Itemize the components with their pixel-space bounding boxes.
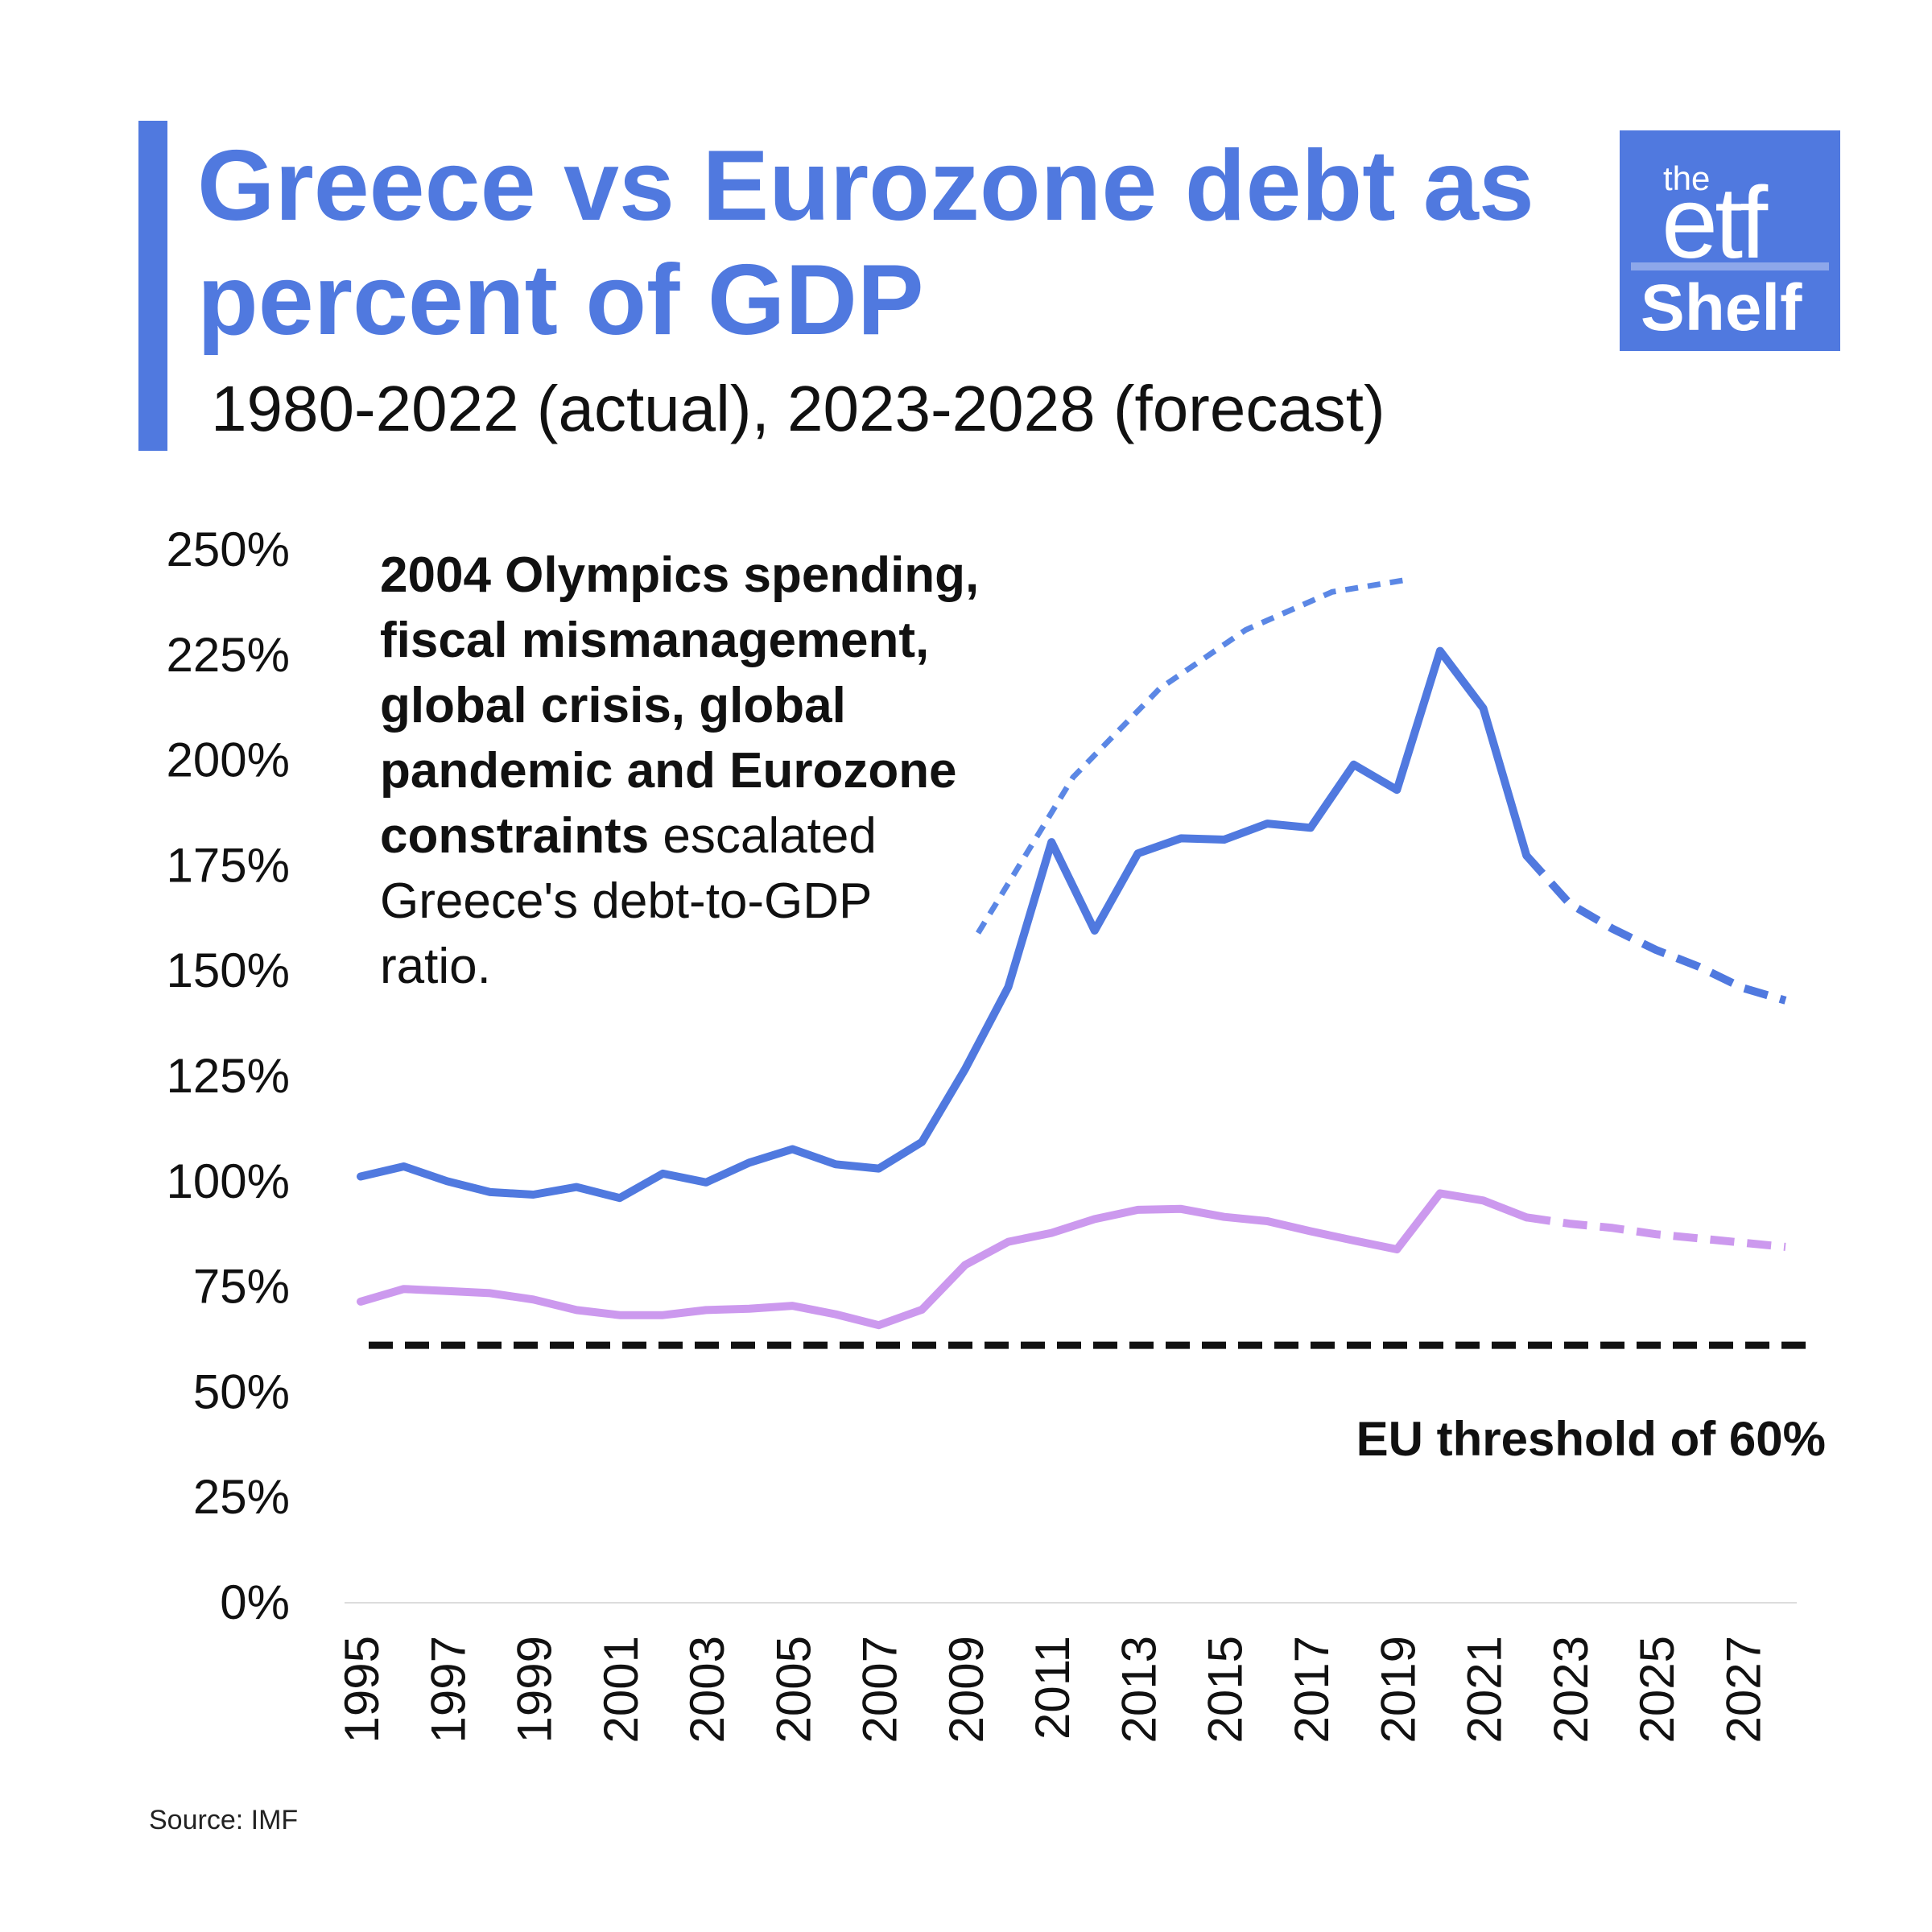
x-tick-label: 2001 [594, 1636, 648, 1743]
trend-curve [976, 576, 1410, 935]
x-tick-label: 1997 [421, 1636, 475, 1743]
logo-text-the: the [1663, 159, 1711, 197]
y-tick-label: 100% [167, 1154, 290, 1208]
x-tick-label: 2009 [939, 1636, 993, 1743]
x-tick-label: 2023 [1544, 1636, 1598, 1743]
x-tick-label: 2025 [1630, 1636, 1684, 1743]
y-tick-label: 0% [220, 1575, 290, 1629]
annotation-segment: ratio. [380, 939, 491, 994]
logo-text-shelf: Shelf [1641, 271, 1802, 345]
x-axis-tick-labels: 1995 1997 1999 2001 2003 2005 2007 2009 2011 2013… [335, 1636, 1770, 1743]
y-tick-label: 50% [193, 1364, 290, 1418]
eurozone-forecast-line [1525, 1213, 1786, 1251]
x-tick-label: 1999 [508, 1636, 562, 1743]
source-note: Source: IMF [149, 1805, 299, 1835]
x-tick-label: 2003 [680, 1636, 734, 1743]
chart-title: Greece vs Eurozone debt as percent of GD… [197, 130, 1534, 356]
x-tick-label: 2021 [1458, 1636, 1512, 1743]
chart-subtitle: 1980-2022 (actual), 2023-2028 (forecast) [211, 373, 1385, 444]
logo-divider [1631, 262, 1829, 270]
annotation-segment: escalated [649, 808, 877, 864]
x-tick-label: 2013 [1112, 1636, 1166, 1743]
greece-actual-line [357, 646, 1531, 1203]
y-tick-label: 75% [193, 1260, 290, 1314]
y-tick-label: 200% [167, 733, 290, 787]
annotation-segment: 2004 Olympics spending, [380, 547, 979, 603]
annotation-segment: pandemic and Eurozone [380, 743, 957, 799]
y-tick-label: 25% [193, 1470, 290, 1524]
series-lines [357, 646, 1787, 1330]
logo-text-etf: etf [1662, 166, 1768, 279]
x-tick-label: 2019 [1371, 1636, 1425, 1743]
x-tick-label: 2015 [1199, 1636, 1253, 1743]
eu-threshold: EU threshold of 60% [369, 1341, 1826, 1466]
y-tick-label: 225% [167, 628, 290, 682]
annotation-text: 2004 Olympics spending, fiscal mismanagem… [380, 547, 979, 994]
y-tick-label: 125% [167, 1049, 290, 1103]
y-axis-tick-labels: 0% 25% 50% 75% 100% 125% 150% 175% 200% 225% 250% [167, 522, 290, 1629]
annotation-segment: Greece's debt-to-GDP [380, 873, 872, 929]
annotation-segment: constraints [380, 808, 649, 864]
x-tick-label: 2011 [1026, 1636, 1080, 1740]
eurozone-actual-line [357, 1189, 1531, 1330]
eu-threshold-label: EU threshold of 60% [1356, 1412, 1826, 1466]
logo-inner: the etf Shelf [1631, 142, 1829, 345]
x-tick-label: 2027 [1716, 1636, 1770, 1743]
y-tick-label: 175% [167, 838, 290, 892]
annotation-segment: fiscal mismanagement, [380, 613, 929, 668]
etf-shelf-logo: the etf Shelf [1620, 130, 1840, 351]
x-tick-label: 2005 [766, 1636, 820, 1743]
annotation-segment: global crisis, global [380, 678, 846, 733]
x-tick-label: 2017 [1285, 1636, 1339, 1743]
title-accent-bar [138, 121, 167, 451]
x-tick-label: 1995 [335, 1636, 389, 1743]
x-tick-label: 2007 [853, 1636, 907, 1743]
y-tick-label: 150% [167, 943, 290, 997]
y-tick-label: 250% [167, 522, 290, 576]
greece-forecast-line [1523, 852, 1787, 1005]
